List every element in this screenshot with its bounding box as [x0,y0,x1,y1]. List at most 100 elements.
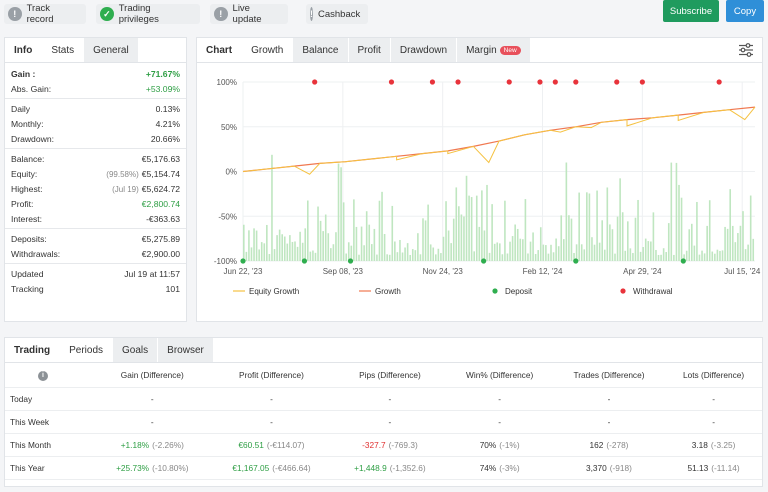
sliders-icon[interactable] [738,43,754,57]
table-cell: - [95,410,210,434]
tab-info[interactable]: Info [5,38,43,62]
volume-bar [537,250,539,261]
volume-bar [437,248,440,261]
divider [5,148,186,149]
chart-tab-balance[interactable]: Balance [293,38,349,62]
cell-difference: (-2.26%) [152,439,184,450]
badge-label: Live update [232,3,262,25]
volume-bar [309,251,312,261]
volume-bar [345,253,347,261]
table-row: This Week - - - - - - [5,410,762,434]
tab-goals[interactable]: Goals [113,338,159,362]
stat-label: Withdrawals: [11,248,61,259]
warning-icon: ! [8,7,22,21]
volume-bar [688,229,691,261]
volume-bar [629,248,632,261]
stat-label: Tracking [11,283,44,294]
chart-tabs: Chart Growth Balance Profit Drawdown Margin Ne… [197,38,762,63]
chart-tab-label: Chart [206,44,233,56]
volume-bar [465,175,468,261]
badge-trading-privileges[interactable]: ✓ Trading privileges [96,3,200,25]
stat-value: €5,154.74 [141,168,180,179]
volume-bar [665,252,667,261]
deposit-marker [301,258,308,264]
chart-tab-drawdown[interactable]: Drawdown [390,38,458,62]
legend-growth[interactable]: Growth [375,287,401,296]
cell-value: €1,167.05 [232,462,270,473]
badge-track-record[interactable]: ! Track record [4,3,86,25]
stat-value-wrap: €2,900.00 [142,249,180,259]
volume-bar [583,249,586,261]
x-tick-label: Feb 12, '24 [523,267,563,276]
cell-value: +1.18% [120,439,150,450]
volume-bar [271,154,273,261]
stat-label: Equity: [11,168,38,179]
volume-bar [563,239,565,261]
volume-bar [491,204,493,261]
column-header: Lots (Difference) [665,363,762,388]
volume-bar [501,254,504,261]
tab-stats[interactable]: Stats [42,38,85,62]
cell-difference: (-1,352.6) [389,462,426,473]
chart-tab-profit[interactable]: Profit [348,38,391,62]
volume-bar [568,215,570,261]
chart-tab-margin[interactable]: Margin New [457,38,531,62]
cell-value: €60.51 [238,439,264,450]
legend-equity-growth[interactable]: Equity Growth [249,287,299,296]
volume-bar [268,254,271,261]
volume-bar [429,244,432,261]
table-cell: 3.18 (-3.25) [665,433,762,457]
volume-bar [289,235,291,261]
column-header: Gain (Difference) [95,363,210,388]
chart-tab-chart[interactable]: Chart [197,38,243,62]
stat-row-balance: Balance: €5,176.63 [5,151,186,166]
volume-bar [499,243,501,261]
warning-icon: ! [214,7,228,21]
volume-bar [493,243,496,261]
volume-bar [752,238,755,261]
volume-bar [698,254,701,261]
volume-bar [619,178,621,261]
stat-value-wrap: (99.58%) €5,154.74 [106,169,180,179]
row-label: This Year [5,456,95,480]
volume-bar [301,242,304,261]
volume-bar [711,251,714,261]
y-tick-label: -100% [214,257,237,266]
legend-withdrawal[interactable]: Withdrawal [633,287,673,296]
badge-live-update[interactable]: ! Live update [210,3,288,25]
stat-label: Gain : [11,68,36,79]
stat-value: 20.66% [150,133,180,144]
deposit-marker [240,258,246,264]
table-cell: - [665,410,762,434]
tab-general[interactable]: General [84,38,139,62]
copy-button[interactable]: Copy [726,0,764,22]
legend-deposit[interactable]: Deposit [505,287,533,296]
info-icon[interactable]: i [38,370,48,381]
growth-chart: 100% 50% 0% -50% -100%Jun 22, '23 Sep 08, '23… [214,78,761,296]
table-cell: €1,167.05 (-€466.64) [209,456,334,480]
stat-value: 101 [165,283,180,294]
volume-bar [655,249,657,261]
volume-bar [542,244,545,261]
stat-value: €2,800.74 [141,198,180,209]
cell-value: 3,370 [586,462,607,473]
volume-bar [632,253,634,261]
volume-bar [644,238,647,261]
tab-browser[interactable]: Browser [158,338,214,362]
chart-tab-growth[interactable]: Growth [242,38,294,62]
subscribe-button[interactable]: Subscribe [663,0,719,22]
tab-periods[interactable]: Periods [60,338,114,362]
volume-bar [347,242,350,261]
stat-value: +71.67% [145,68,180,79]
volume-bar [529,241,532,261]
stat-label: Daily [11,103,31,114]
volume-bar [440,253,442,261]
stat-value-wrap: €2,800.74 [142,199,180,209]
stat-row-abs-gain: Abs. Gain: +53.09% [5,81,186,96]
withdrawal-marker [552,79,558,85]
volume-bar [552,252,555,261]
stat-label: Updated [11,268,44,279]
stat-label: Highest: [11,183,43,194]
tab-trading[interactable]: Trading [5,338,61,362]
badge-cashback[interactable]: ! Cashback [306,4,368,24]
